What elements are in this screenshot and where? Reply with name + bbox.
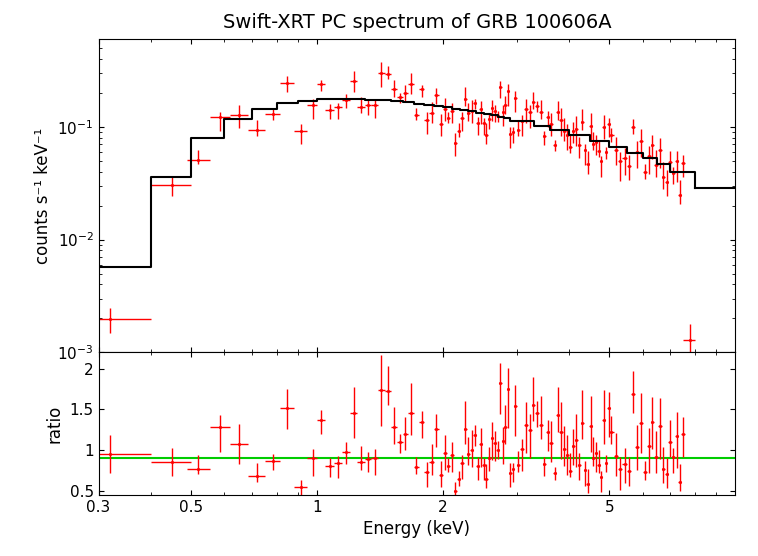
Y-axis label: counts s⁻¹ keV⁻¹: counts s⁻¹ keV⁻¹ [34, 127, 52, 264]
X-axis label: Energy (keV): Energy (keV) [363, 520, 471, 538]
Title: Swift-XRT PC spectrum of GRB 100606A: Swift-XRT PC spectrum of GRB 100606A [223, 13, 611, 32]
Y-axis label: ratio: ratio [46, 404, 64, 443]
